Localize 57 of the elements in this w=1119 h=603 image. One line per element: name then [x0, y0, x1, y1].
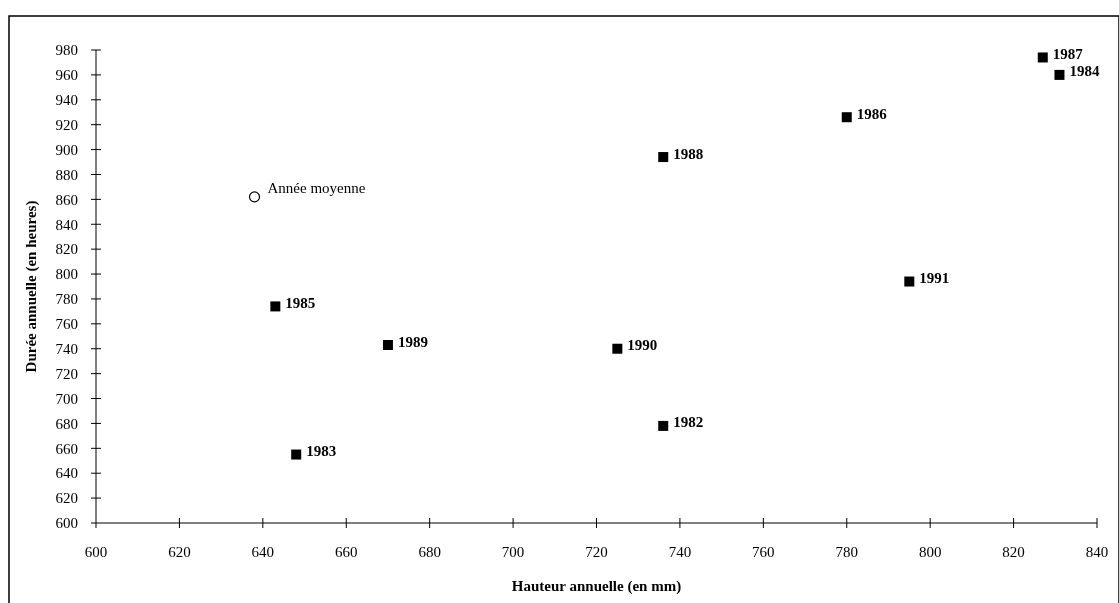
y-tick-label: 860: [55, 191, 78, 208]
x-tick-label: 720: [585, 544, 608, 560]
annotation: 1991: [919, 270, 950, 287]
y-tick-label: 960: [55, 67, 78, 84]
y-tick-label: 720: [55, 365, 78, 382]
y-tick-label: 880: [55, 166, 78, 183]
y-tick-label: 640: [55, 465, 78, 482]
series-label: Année moyenne: [267, 179, 366, 196]
y-tick-label: 620: [55, 490, 78, 507]
point: [248, 191, 261, 203]
point: [1037, 52, 1048, 63]
x-tick-label: 600: [84, 544, 108, 560]
y-tick-label: 940: [55, 92, 78, 109]
x-tick-label: 800: [918, 544, 942, 560]
x-tick-label: 760: [752, 544, 775, 560]
y-tick-label: 760: [55, 316, 78, 333]
y-tick-label: 700: [55, 390, 78, 407]
point: [904, 276, 915, 287]
x-tick-label: 740: [668, 544, 692, 560]
annotation: 1982: [673, 414, 704, 431]
annotation: 1985: [285, 294, 316, 311]
x-tick-label: 660: [335, 544, 358, 560]
annotation: 1987: [1052, 45, 1084, 62]
y-axis-title: Durée annuelle (en heures): [23, 200, 40, 373]
x-tick-label: 640: [251, 544, 275, 560]
y-tick-label: 800: [55, 266, 78, 283]
point: [612, 343, 623, 354]
y-tick-label: 740: [55, 340, 78, 357]
point: [1054, 69, 1065, 80]
y-tick-label: 980: [55, 42, 78, 59]
y-tick-label: 900: [55, 141, 78, 158]
y-tick-label: 600: [55, 515, 78, 532]
annotation: 1990: [627, 337, 658, 354]
x-tick-label: 780: [835, 544, 858, 560]
x-tick-label: 680: [418, 544, 441, 560]
point: [658, 420, 669, 431]
x-tick-label: 700: [501, 544, 525, 560]
y-tick-label: 840: [55, 216, 78, 233]
annotation: 1986: [856, 105, 888, 122]
point: [841, 112, 852, 123]
annotation: 1989: [397, 333, 428, 350]
annotation: 1983: [306, 443, 337, 460]
y-tick-label: 820: [55, 241, 78, 258]
point: [382, 340, 393, 350]
x-tick-label: 620: [168, 544, 191, 560]
y-tick-label: 680: [55, 415, 78, 432]
point: [270, 301, 281, 312]
y-tick-label: 780: [55, 291, 78, 308]
point: [658, 152, 669, 163]
annotation: 1988: [673, 145, 704, 162]
point: [291, 449, 302, 460]
x-tick-label: 820: [1002, 544, 1025, 560]
y-tick-label: 920: [55, 116, 78, 133]
annotation: 1984: [1069, 63, 1100, 80]
y-tick-label: 660: [55, 440, 78, 457]
x-tick-label: 840: [1085, 544, 1109, 560]
x-axis-title: Hauteur annuelle (en mm): [511, 578, 682, 595]
